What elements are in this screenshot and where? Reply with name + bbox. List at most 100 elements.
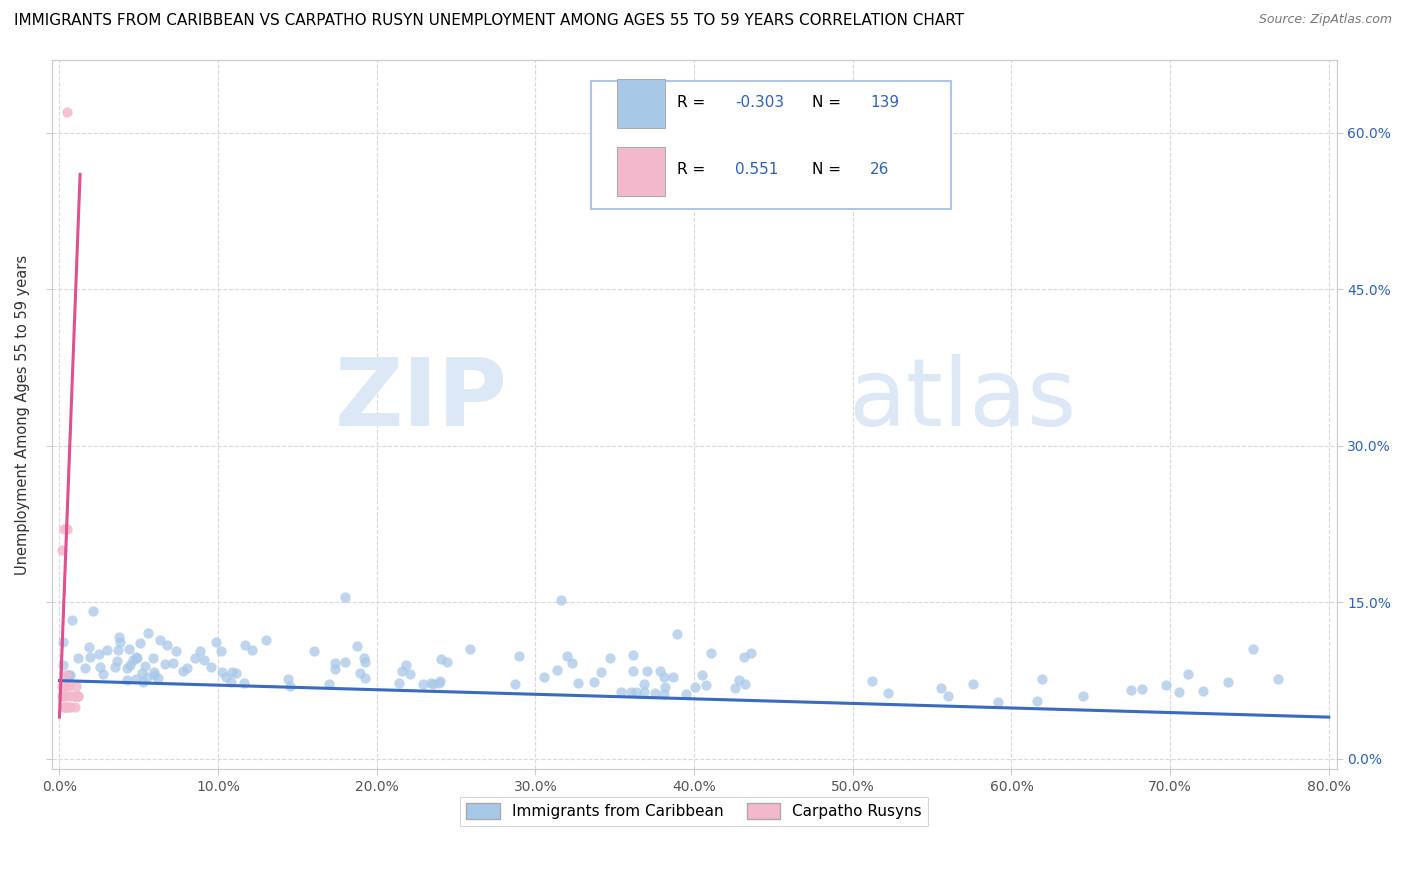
Text: R =: R =: [678, 162, 710, 178]
Point: [346, 639, 368, 653]
Point: [125, 650, 148, 665]
FancyBboxPatch shape: [592, 81, 950, 209]
Point: [136, 670, 159, 684]
Point: [115, 673, 138, 687]
Point: [621, 664, 644, 678]
Point: [117, 661, 139, 675]
Point: [654, 680, 676, 694]
Text: IMMIGRANTS FROM CARIBBEAN VS CARPATHO RUSYN UNEMPLOYMENT AMONG AGES 55 TO 59 YEA: IMMIGRANTS FROM CARIBBEAN VS CARPATHO RU…: [14, 13, 965, 29]
Point: [399, 667, 422, 681]
Point: [214, 670, 236, 684]
FancyBboxPatch shape: [617, 147, 665, 196]
Y-axis label: Unemployment Among Ages 55 to 59 years: Unemployment Among Ages 55 to 59 years: [15, 254, 30, 574]
Point: [936, 689, 959, 703]
Point: [188, 644, 211, 658]
Point: [162, 657, 184, 671]
Point: [63, 699, 86, 714]
Point: [740, 646, 762, 660]
Point: [56, 667, 79, 681]
Point: [508, 649, 530, 664]
Text: 139: 139: [870, 95, 900, 110]
Point: [153, 657, 176, 671]
Point: [60, 613, 83, 627]
Point: [221, 665, 243, 679]
Point: [55, 668, 77, 682]
Point: [280, 679, 302, 693]
Point: [156, 638, 179, 652]
Legend: Immigrants from Caribbean, Carpatho Rusyns: Immigrants from Caribbean, Carpatho Rusy…: [460, 797, 928, 825]
Point: [582, 675, 605, 690]
Point: [56, 104, 79, 119]
Point: [391, 664, 413, 678]
Point: [860, 674, 883, 689]
Point: [349, 665, 371, 680]
Point: [318, 677, 340, 691]
Point: [648, 664, 671, 678]
Point: [53, 522, 76, 536]
Point: [626, 684, 648, 698]
Point: [67, 690, 90, 704]
Point: [429, 673, 451, 688]
Point: [394, 658, 416, 673]
Point: [333, 656, 356, 670]
Point: [104, 660, 127, 674]
Point: [65, 679, 87, 693]
Point: [205, 635, 228, 649]
Point: [652, 670, 675, 684]
Point: [277, 672, 299, 686]
Text: 26: 26: [870, 162, 890, 178]
Text: R =: R =: [678, 95, 710, 110]
Point: [52, 657, 75, 672]
Point: [1168, 684, 1191, 698]
Point: [55, 679, 77, 693]
Point: [436, 655, 458, 669]
Point: [567, 676, 589, 690]
Point: [633, 685, 655, 699]
Point: [110, 635, 132, 649]
Point: [58, 667, 80, 681]
Point: [1031, 672, 1053, 686]
Point: [353, 655, 375, 669]
Point: [107, 630, 129, 644]
Point: [929, 681, 952, 695]
Point: [142, 651, 165, 665]
Point: [666, 627, 689, 641]
Point: [422, 677, 444, 691]
Point: [89, 660, 111, 674]
Point: [146, 671, 169, 685]
Point: [82, 603, 104, 617]
Text: atlas: atlas: [848, 354, 1077, 446]
Point: [149, 633, 172, 648]
Point: [142, 667, 165, 681]
Point: [354, 672, 377, 686]
Point: [610, 685, 633, 699]
Point: [73, 661, 96, 675]
Point: [142, 665, 165, 680]
Point: [176, 661, 198, 675]
Point: [1241, 641, 1264, 656]
Point: [172, 665, 194, 679]
Point: [51, 690, 73, 704]
Point: [59, 699, 82, 714]
Point: [53, 690, 76, 704]
Point: [52, 699, 75, 714]
Point: [254, 633, 277, 648]
Point: [727, 673, 749, 687]
Point: [652, 687, 675, 701]
Point: [77, 640, 100, 655]
Point: [1026, 694, 1049, 708]
Point: [1177, 666, 1199, 681]
Point: [1132, 681, 1154, 696]
Point: [118, 657, 141, 672]
Point: [662, 670, 685, 684]
Point: [733, 650, 755, 665]
Point: [62, 690, 84, 704]
Point: [962, 677, 984, 691]
Point: [125, 672, 148, 686]
Text: 0.551: 0.551: [735, 162, 779, 178]
Point: [66, 690, 89, 704]
Point: [353, 651, 375, 665]
Point: [420, 676, 443, 690]
Point: [987, 695, 1010, 709]
Point: [644, 686, 666, 700]
